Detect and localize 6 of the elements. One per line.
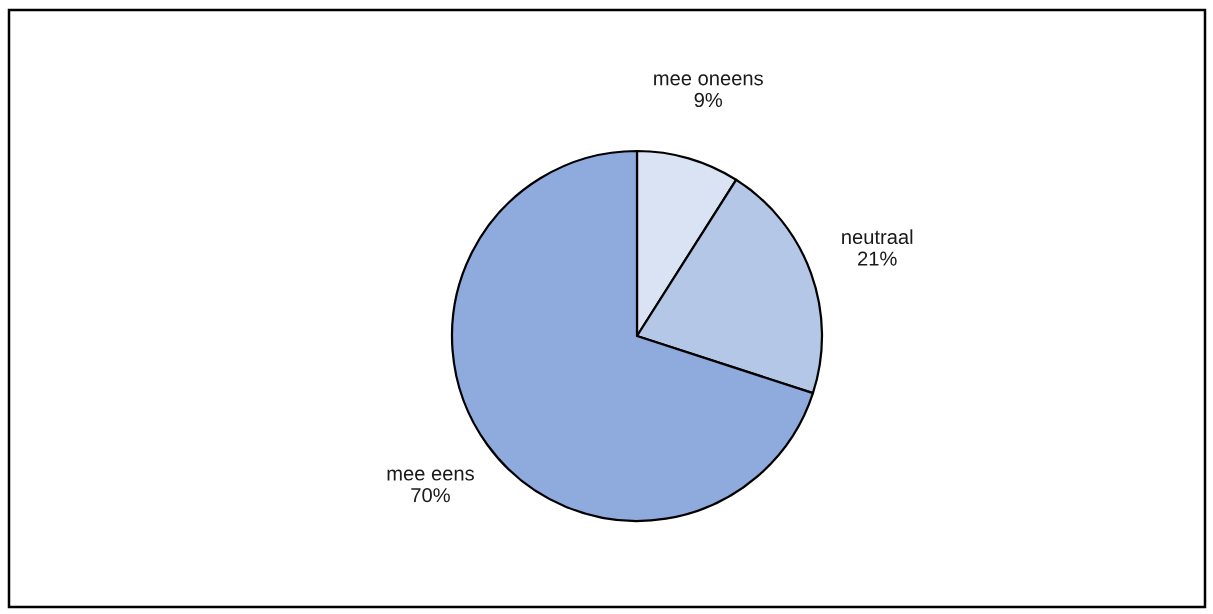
data-label: 21% — [858, 251, 897, 266]
slice-label: mee oneens — [654, 74, 763, 86]
slice-label: neutraal — [842, 229, 913, 245]
data-label: 70% — [411, 488, 450, 503]
slice-label: mee eens — [387, 469, 474, 481]
data-label: 9% — [694, 92, 723, 108]
